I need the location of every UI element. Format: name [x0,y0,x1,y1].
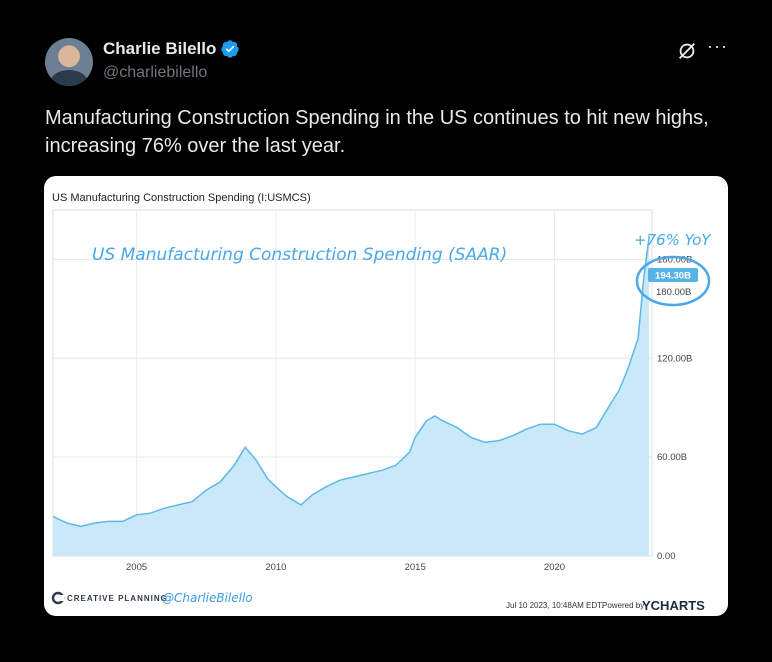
x-tick-label: 2005 [126,562,147,573]
chart-title: US Manufacturing Construction Spending (… [52,192,311,204]
highlight-circle [635,255,711,307]
x-tick-label: 2015 [405,562,426,573]
footer-handle: @CharlieBilello [162,591,253,605]
current-value-label: 194.30B [655,271,691,282]
chart-series-line [52,235,650,528]
chart-card[interactable]: US Manufacturing Construction Spending (… [44,176,728,616]
x-tick-label: 2020 [544,562,565,573]
footer-ycharts-logo: YCHARTS [642,598,705,613]
footer-brand: CREATIVE PLANNING [67,594,168,603]
y-tick-label: 120.00B [657,353,692,364]
chart-svg: US Manufacturing Construction Spending (… [51,192,712,613]
current-value-badge [648,268,698,282]
footer-powered: Powered by [602,601,644,610]
author-name-row[interactable]: Charlie Bilello [103,39,240,59]
author-handle[interactable]: @charliebilello [103,64,208,81]
author-name[interactable]: Charlie Bilello [103,39,217,58]
footer-date: Jul 10 2023, 10:48AM EDT. [506,601,603,610]
y-tick-label: 0.00 [657,551,676,562]
y-tick-label: 180.00B [657,254,692,265]
reference-value-label: 180.00B [656,287,691,298]
verified-badge-icon [221,40,240,58]
tweet-text: Manufacturing Construction Spending in t… [45,107,709,157]
x-axis-ticks: 2005 2010 2015 2020 [126,562,565,573]
y-axis-ticks: 0.00 60.00B 120.00B 180.00B 180.00B [656,254,692,562]
footer-brand-icon [51,591,65,605]
grok-icon[interactable] [676,40,698,62]
chart-annotation: US Manufacturing Construction Spending (… [92,245,507,265]
x-tick-label: 2010 [265,562,286,573]
more-options-icon[interactable]: ··· [707,36,728,56]
y-tick-label: 60.00B [657,452,687,463]
yoy-annotation: +76% YoY [634,231,712,249]
avatar[interactable] [45,38,93,86]
chart-area-fill [53,235,650,556]
